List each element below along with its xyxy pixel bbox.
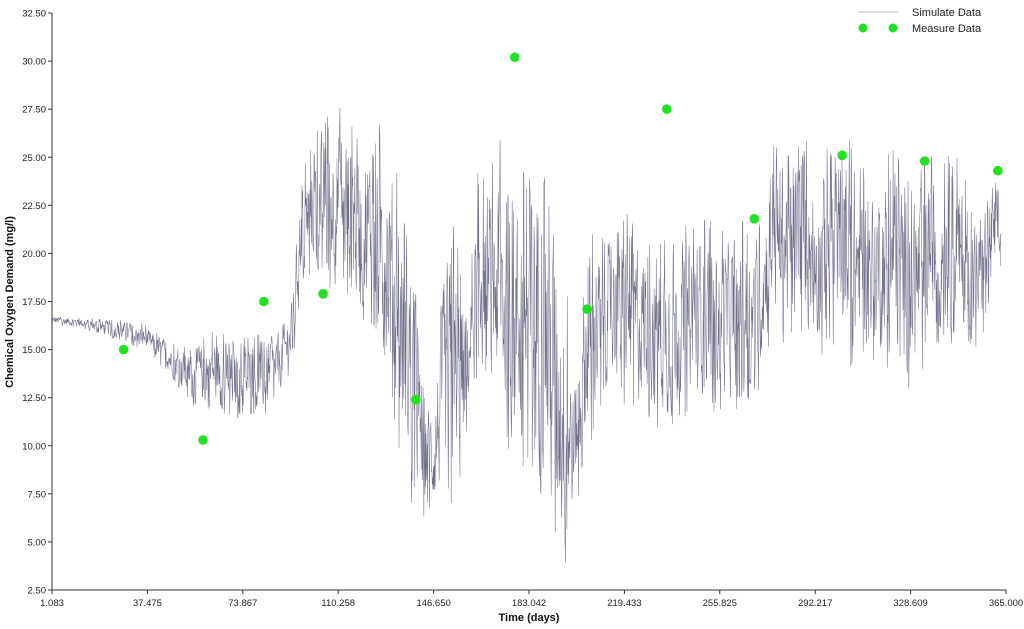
measure-point (837, 150, 847, 161)
measure-point (198, 435, 208, 445)
x-ticks: 1.083 37.475 73.867 110.258 146.650 183.042 21… (40, 590, 1023, 609)
y-tick-label: 10.00 (22, 441, 46, 452)
legend-measure-dot-2 (888, 23, 898, 33)
y-tick-label: 25.00 (22, 153, 46, 164)
x-tick-label: 183.042 (512, 598, 546, 609)
simulate-line (51, 107, 1002, 563)
y-tick-label: 30.00 (22, 57, 46, 68)
y-tick-label: 7.50 (28, 489, 47, 500)
y-tick-label: 15.00 (22, 345, 46, 356)
x-tick-label: 110.258 (321, 598, 355, 609)
x-tick-label: 73.867 (228, 598, 257, 609)
y-tick-label: 12.50 (22, 393, 46, 404)
y-tick-label: 22.50 (22, 201, 46, 212)
y-tick-label: 32.50 (22, 9, 46, 20)
measure-point (919, 156, 930, 166)
x-tick-label: 219.433 (607, 598, 641, 609)
x-tick-label: 292.217 (798, 598, 832, 609)
measure-point (661, 104, 672, 114)
y-ticks: 2.50 5.00 7.50 10.00 12.50 15.00 17.50 20.00 22.… (22, 9, 52, 597)
measure-point (509, 52, 520, 63)
legend-measure-label: Measure Data (912, 23, 982, 35)
measure-point (259, 296, 269, 307)
y-tick-label: 17.50 (22, 297, 46, 308)
y-tick-label: 2.50 (28, 586, 47, 597)
measure-point (582, 304, 592, 314)
x-axis-title: Time (days) (499, 612, 560, 624)
y-tick-label: 5.00 (28, 537, 47, 548)
x-tick-label: 365.000 (989, 598, 1023, 609)
simulate-series (51, 107, 1002, 563)
measure-point (411, 394, 421, 405)
y-axis-title: Chemical Oxygen Demand (mg/l) (4, 216, 16, 388)
y-tick-label: 20.00 (22, 249, 46, 260)
x-tick-label: 255.825 (703, 598, 737, 609)
x-tick-label: 37.475 (133, 598, 162, 609)
legend: Simulate Data Measure Data (858, 7, 982, 35)
legend-measure-dot-1 (858, 23, 868, 33)
measure-point (118, 344, 129, 355)
legend-simulate-label: Simulate Data (912, 7, 982, 19)
x-tick-label: 146.650 (416, 598, 450, 609)
measure-point (993, 165, 1003, 176)
measure-series (118, 52, 1003, 445)
x-tick-label: 1.083 (40, 598, 64, 609)
measure-point (749, 213, 760, 224)
y-tick-label: 27.50 (22, 105, 46, 116)
x-tick-label: 328.609 (893, 598, 927, 609)
measure-point (318, 289, 328, 299)
